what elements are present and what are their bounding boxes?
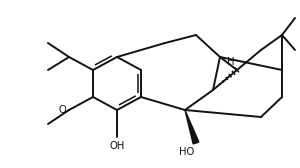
Text: O: O: [58, 105, 66, 115]
Polygon shape: [185, 110, 199, 144]
Text: OH: OH: [110, 141, 124, 151]
Text: H: H: [227, 57, 235, 67]
Text: HO: HO: [179, 147, 194, 157]
